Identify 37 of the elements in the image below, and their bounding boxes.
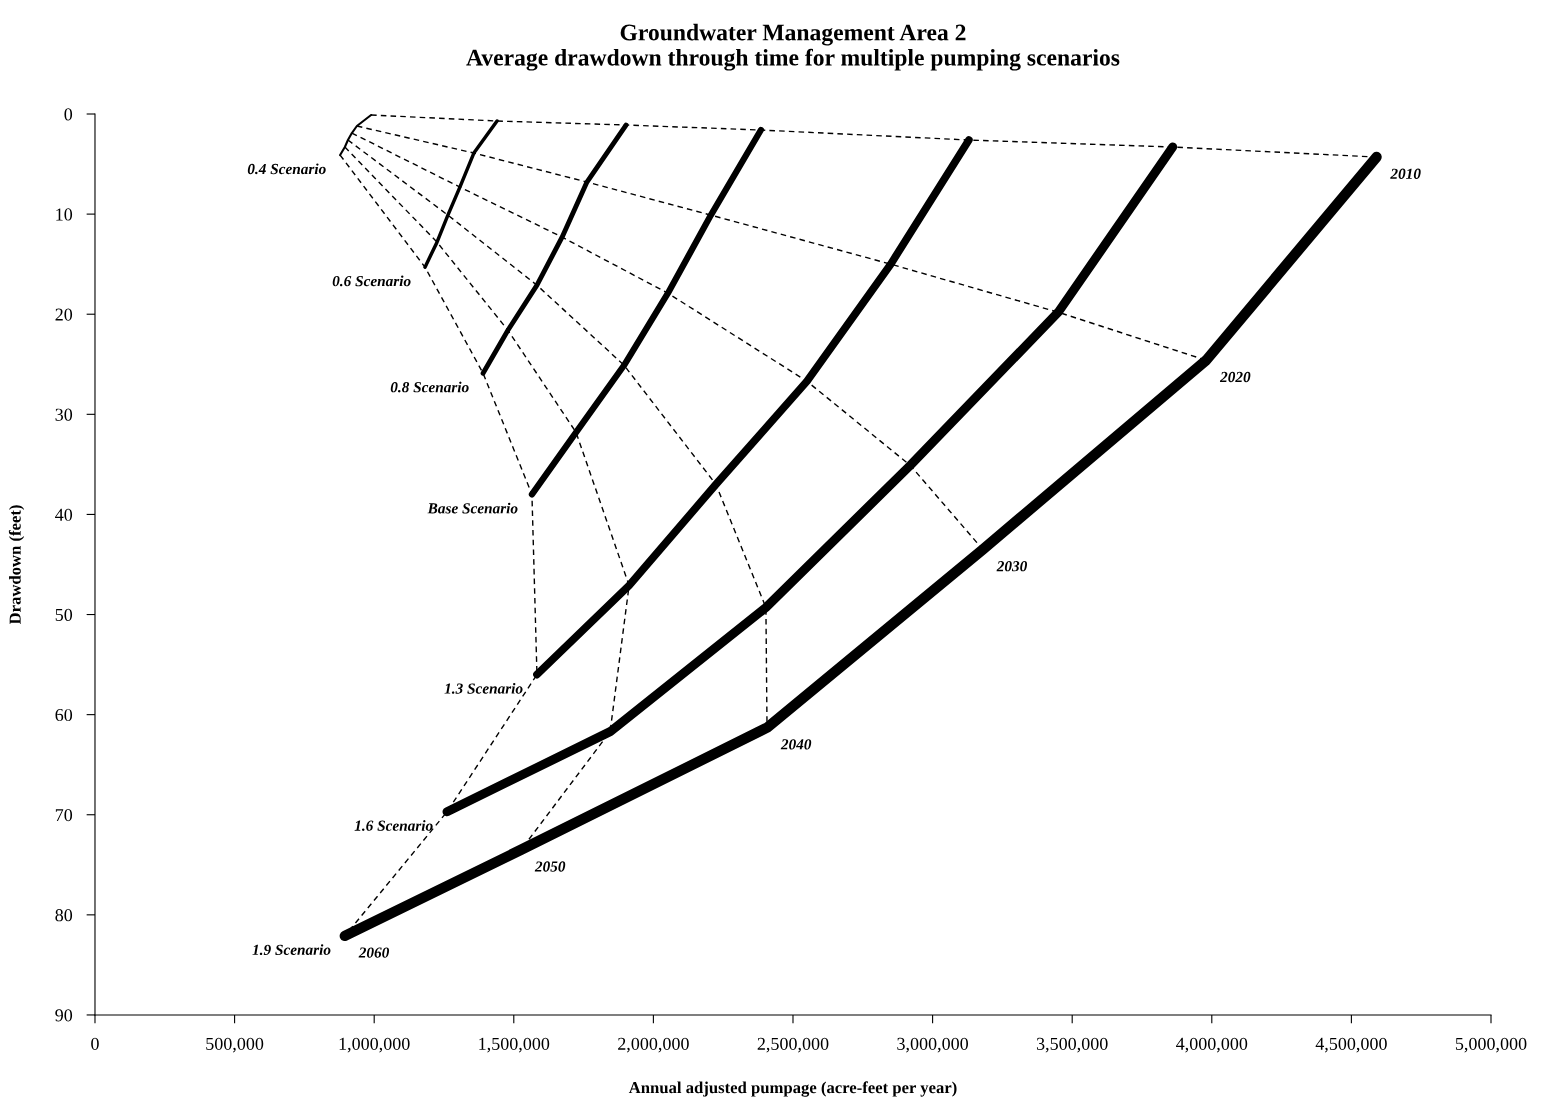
series-label: 0.6 Scenario — [332, 275, 411, 287]
series-label: 2030 — [996, 561, 1028, 572]
series-label: 2050 — [534, 861, 566, 872]
series-label: 1.3 Scenario — [444, 682, 523, 694]
x-tick-label: 4,500,000 — [1315, 1037, 1387, 1053]
x-tick-label: 4,000,000 — [1176, 1037, 1248, 1053]
y-tick-label: 60 — [55, 708, 73, 722]
y-tick-label: 0 — [64, 108, 73, 121]
series-label: 0.8 Scenario — [390, 381, 469, 393]
y-tick-label: 90 — [55, 1009, 73, 1022]
y-tick-label: 30 — [55, 408, 73, 421]
x-tick-label: 1,000,000 — [339, 1037, 410, 1053]
x-tick-label: 3,500,000 — [1036, 1037, 1108, 1053]
x-tick-label: 1,500,000 — [479, 1037, 550, 1053]
series-label: 0.4 Scenario — [247, 163, 326, 175]
series-label: 1.9 Scenario — [252, 944, 331, 956]
y-tick-label: 20 — [55, 308, 73, 321]
y-tick-label: 80 — [55, 909, 73, 922]
x-tick-label: 0 — [91, 1037, 99, 1050]
x-tick-label: 3,000,000 — [897, 1037, 969, 1053]
x-tick-label: 2,000,000 — [618, 1037, 689, 1053]
y-tick-label: 50 — [55, 608, 73, 621]
x-tick-label: 2,500,000 — [757, 1037, 829, 1053]
series-label: 2040 — [780, 739, 812, 750]
x-axis-title: Annual adjusted pumpage (acre-feet per year) — [628, 1081, 957, 1097]
y-tick-label: 40 — [55, 508, 73, 521]
series-label: 1.6 Scenario — [354, 820, 433, 831]
y-axis-title: Drawdown (feet) — [8, 505, 25, 625]
chart-title: Groundwater Management Area 2 Average drawdown through time for multiple pumping scenarios — [466, 23, 1120, 71]
series-label: 2060 — [358, 947, 390, 958]
series-label: 2020 — [1219, 371, 1251, 383]
y-tick-label: 70 — [55, 809, 73, 822]
series-label: 2010 — [1390, 168, 1421, 179]
series-label: Base Scenario — [427, 502, 518, 514]
y-tick-label: 10 — [56, 208, 73, 221]
x-tick-label: 5,000,000 — [1455, 1037, 1527, 1053]
x-tick-label: 500,000 — [206, 1037, 264, 1053]
